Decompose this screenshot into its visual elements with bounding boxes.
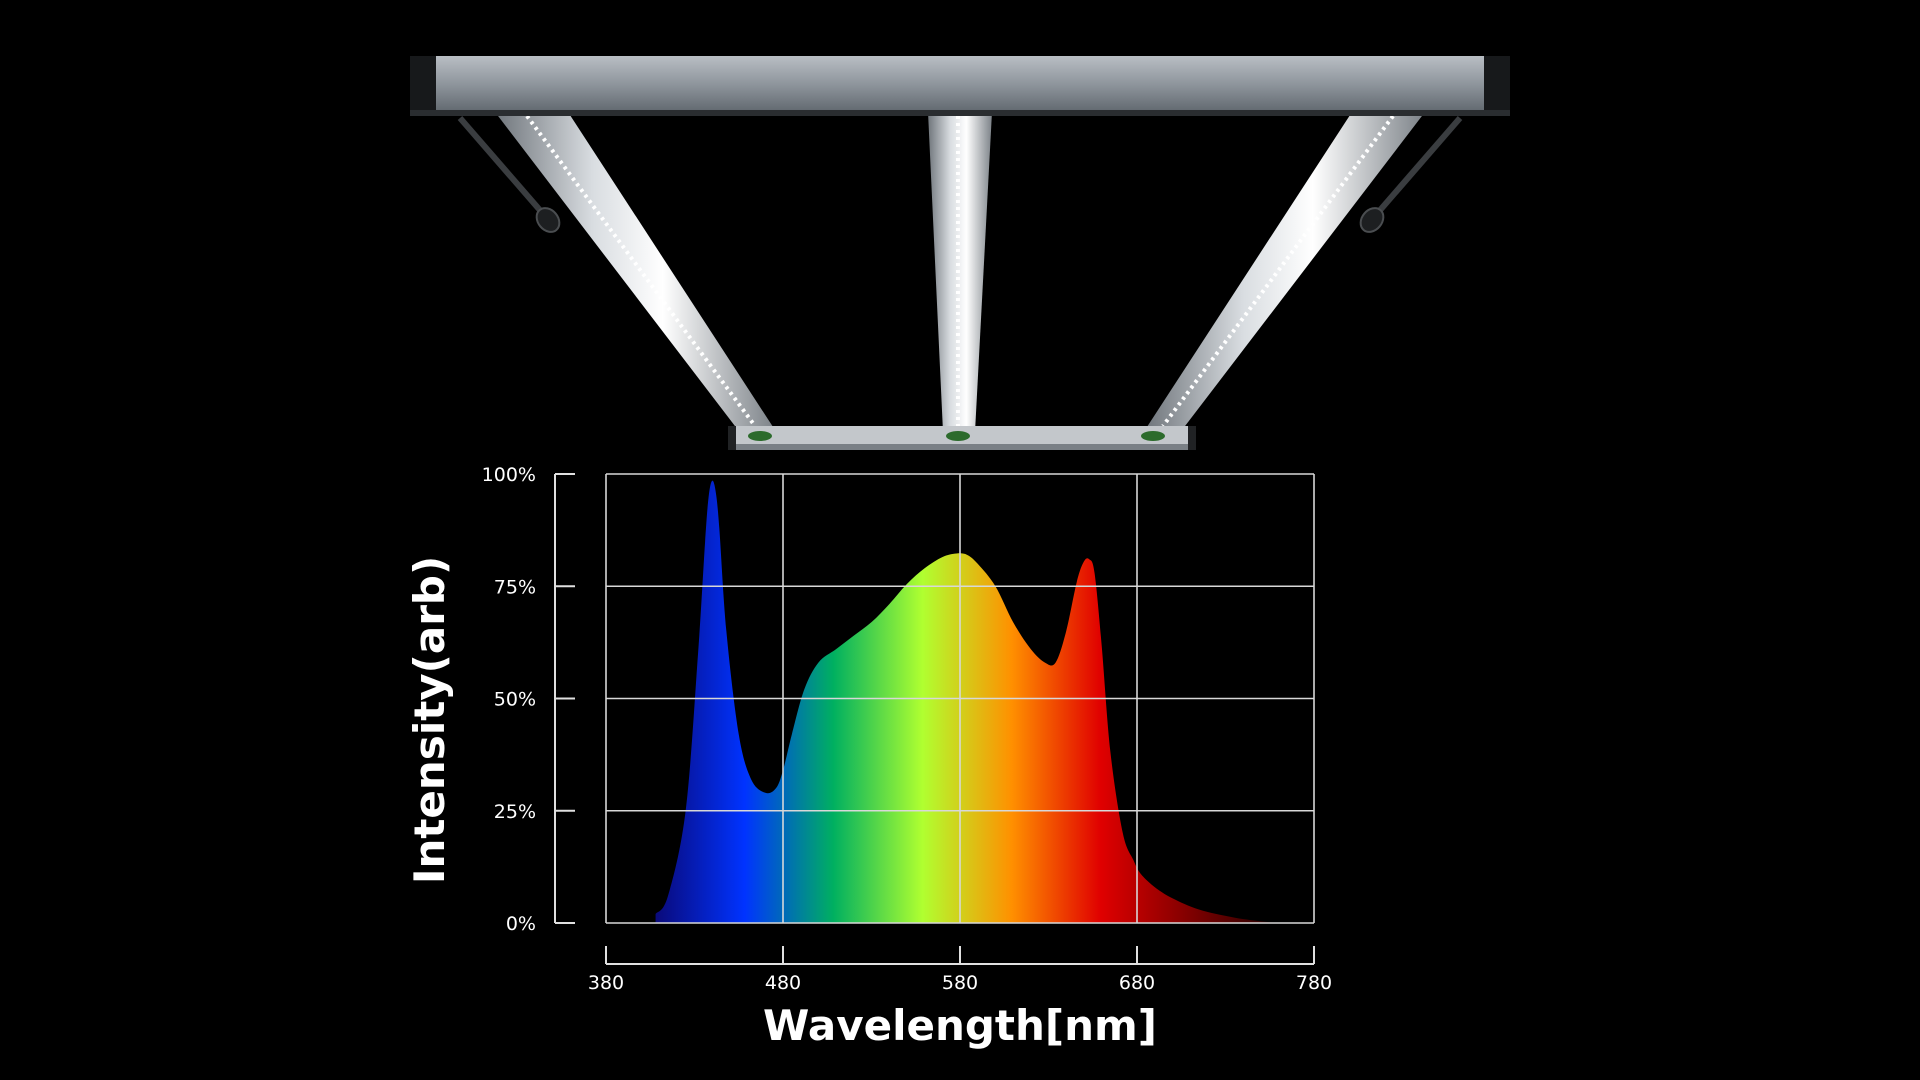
x-axis-title: Wavelength[nm]: [763, 1001, 1157, 1050]
chart-axes: [554, 473, 1315, 965]
chart-grid: [605, 473, 1315, 924]
led-grow-light-image: [410, 56, 1510, 450]
y-tick-label: 25%: [494, 801, 536, 823]
x-tick-label: 480: [765, 972, 801, 994]
y-tick-label: 75%: [494, 576, 536, 598]
x-tick-label: 680: [1119, 972, 1155, 994]
y-tick-label: 50%: [494, 689, 536, 711]
x-tick-labels: 380 480 580 680 780: [588, 972, 1332, 994]
x-tick-label: 780: [1296, 972, 1332, 994]
y-axis-title: Intensity(arb): [405, 556, 454, 884]
y-tick-labels: 100% 75% 50% 25% 0%: [482, 464, 536, 935]
spectrum-chart: 380 480 580 680 780 100% 75% 50% 25% 0% Waveleng…: [405, 464, 1332, 1050]
y-tick-label: 100%: [482, 464, 536, 486]
x-tick-label: 580: [942, 972, 978, 994]
spectrum-area-series: [655, 480, 1279, 923]
y-tick-label: 0%: [506, 913, 536, 935]
x-tick-label: 380: [588, 972, 624, 994]
